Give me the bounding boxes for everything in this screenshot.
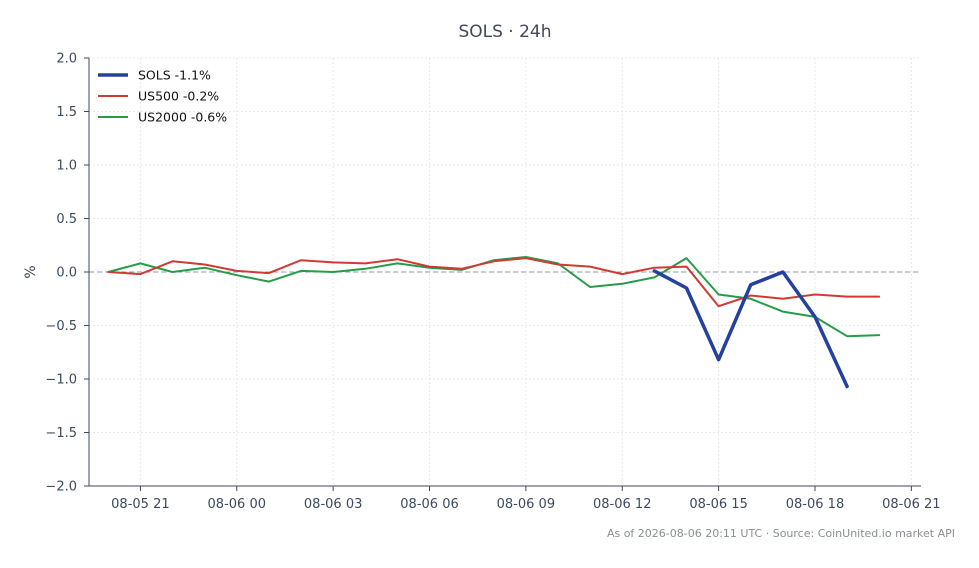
x-tick-label: 08-06 06 [400,497,458,512]
series-line-2 [107,256,881,338]
x-tick-label: 08-06 15 [689,497,747,512]
legend-label-0: SOLS -1.1% [138,68,211,83]
y-axis-label: % [23,265,39,278]
x-tick-label: 08-06 18 [786,497,844,512]
x-tick-label: 08-06 21 [882,497,940,512]
y-tick-label: 1.5 [56,105,77,120]
x-tick-label: 08-05 21 [111,497,169,512]
y-tick-label: 0.0 [56,266,77,281]
legend: SOLS -1.1% US500 -0.2% US2000 -0.6% [98,68,227,125]
y-tick-label: −0.5 [45,319,77,334]
y-tick-label: 1.0 [56,159,77,174]
y-tick-label: −1.0 [45,373,77,388]
axes: 08-05 21 08-06 00 08-06 03 08-06 06 08-06 09… [45,52,940,513]
x-tick-label: 08-06 00 [208,497,266,512]
legend-label-1: US500 -0.2% [138,89,219,104]
series-line-0 [652,269,849,389]
y-tick-label: 2.0 [56,52,77,67]
x-tick-label: 08-06 12 [593,497,651,512]
source-footer: As of 2026-08-06 20:11 UTC · Source: Coi… [607,527,955,540]
legend-label-2: US2000 -0.6% [138,110,227,125]
x-tick-label: 08-06 03 [304,497,362,512]
series-lines [107,256,881,389]
y-tick-label: −1.5 [45,426,77,441]
y-tick-label: −2.0 [45,480,77,495]
y-tick-label: 0.5 [56,212,77,227]
chart-title: SOLS · 24h [458,22,551,42]
x-tick-label: 08-06 09 [497,497,555,512]
series-line-1 [107,257,881,308]
